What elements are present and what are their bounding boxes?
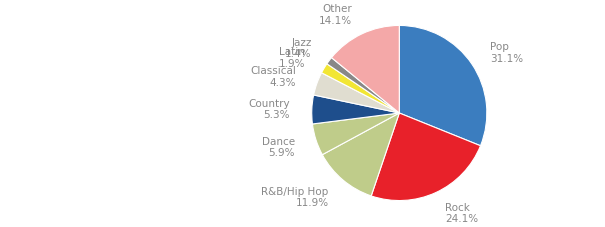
Text: R&B/Hip Hop
11.9%: R&B/Hip Hop 11.9% — [261, 186, 329, 207]
Wedge shape — [399, 26, 487, 146]
Wedge shape — [322, 114, 399, 196]
Wedge shape — [371, 114, 480, 201]
Wedge shape — [327, 58, 399, 114]
Text: Classical
4.3%: Classical 4.3% — [250, 66, 296, 88]
Text: Jazz
1.4%: Jazz 1.4% — [285, 38, 312, 59]
Text: Latin
1.9%: Latin 1.9% — [279, 47, 306, 69]
Wedge shape — [321, 64, 399, 114]
Text: Other
14.1%: Other 14.1% — [319, 4, 352, 26]
Text: Dance
5.9%: Dance 5.9% — [262, 136, 295, 158]
Text: Country
5.3%: Country 5.3% — [248, 98, 290, 120]
Wedge shape — [313, 74, 399, 114]
Text: Rock
24.1%: Rock 24.1% — [445, 202, 478, 223]
Wedge shape — [332, 26, 399, 114]
Wedge shape — [312, 96, 399, 124]
Wedge shape — [312, 114, 399, 155]
Text: Pop
31.1%: Pop 31.1% — [490, 42, 523, 63]
